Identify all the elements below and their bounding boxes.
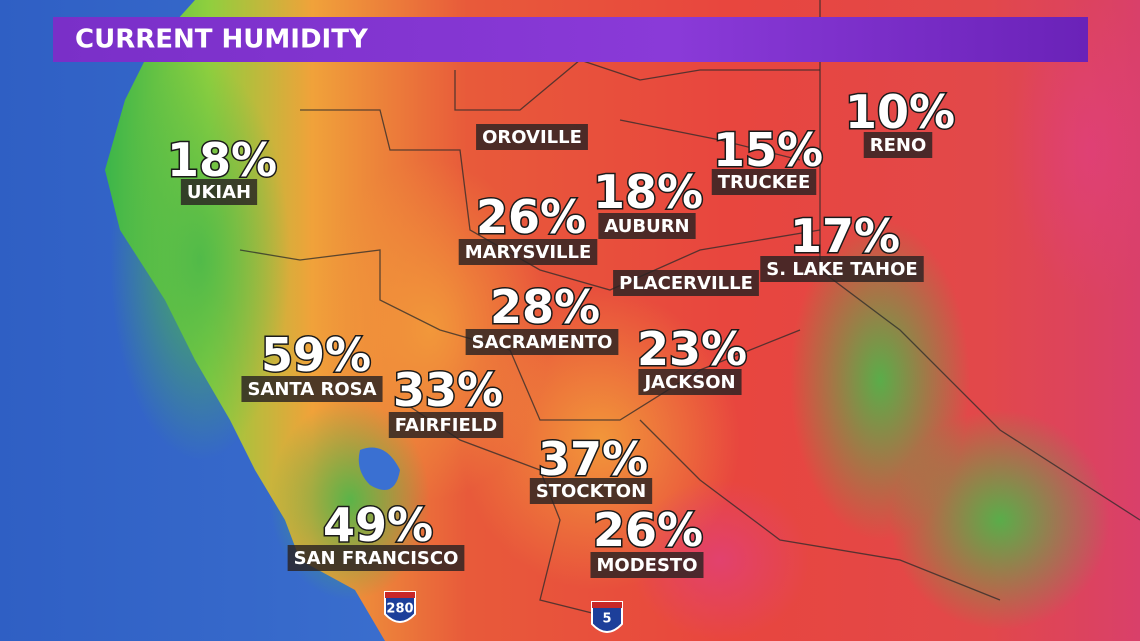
shield-top <box>385 592 415 598</box>
humidity-value: 17% <box>790 209 900 263</box>
label-box <box>613 270 759 296</box>
humidity-value: 10% <box>845 85 955 139</box>
city-name: SACRAMENTO <box>472 332 613 353</box>
city-name: PLACERVILLE <box>619 273 753 294</box>
label-box <box>711 169 817 195</box>
humidity-value: 37% <box>538 432 648 486</box>
label-box <box>529 478 653 504</box>
highway-shield: 280 <box>384 591 416 623</box>
city-name: FAIRFIELD <box>395 415 497 436</box>
city-name: JACKSON <box>642 372 735 393</box>
title-bar <box>53 17 1088 62</box>
east-shading <box>1010 0 1140 300</box>
label-box <box>598 213 696 239</box>
label-box <box>863 132 933 158</box>
humidity-value: 59% <box>261 328 371 382</box>
label-box <box>458 239 598 265</box>
humidity-value: 18% <box>167 133 277 187</box>
humidity-value: 23% <box>637 322 747 376</box>
humidity-value: 49% <box>323 498 433 552</box>
shield-shape <box>591 601 623 633</box>
humidity-value: 33% <box>393 363 503 417</box>
city-name: OROVILLE <box>482 127 582 148</box>
city-name: UKIAH <box>187 182 251 203</box>
label-box <box>241 376 383 402</box>
label-box <box>476 124 588 150</box>
label-box <box>465 329 619 355</box>
city-name: S. LAKE TAHOE <box>766 259 917 280</box>
label-box <box>590 552 704 578</box>
city-name: RENO <box>870 135 927 156</box>
highway-number: 280 <box>386 602 413 617</box>
city-name: TRUCKEE <box>718 172 811 193</box>
city-marker: OROVILLE <box>476 124 588 150</box>
city-name: SANTA ROSA <box>247 379 376 400</box>
city-name: SAN FRANCISCO <box>294 548 459 569</box>
humidity-value: 18% <box>593 165 703 219</box>
label-box <box>388 412 504 438</box>
city-name: AUBURN <box>604 216 689 237</box>
humidity-value: 28% <box>490 280 600 334</box>
city-marker: PLACERVILLE <box>613 270 759 296</box>
label-box <box>760 256 924 282</box>
humidity-value: 26% <box>476 190 586 244</box>
city-name: MARYSVILLE <box>465 242 592 263</box>
highway-shield: 5 <box>591 601 623 633</box>
title: CURRENT HUMIDITY <box>75 25 369 55</box>
bay <box>358 447 400 490</box>
city-name: MODESTO <box>597 555 698 576</box>
label-box <box>638 369 742 395</box>
shield-top <box>592 602 622 608</box>
east-shading <box>630 480 810 640</box>
label-box <box>287 545 465 571</box>
label-box <box>180 179 258 205</box>
humidity-value: 26% <box>593 503 703 557</box>
city-name: STOCKTON <box>536 481 646 502</box>
shield-shape <box>384 591 416 623</box>
humidity-value: 15% <box>713 123 823 177</box>
sierra-shading <box>890 410 1110 630</box>
highway-number: 5 <box>602 612 611 627</box>
coast-shading <box>110 60 290 460</box>
